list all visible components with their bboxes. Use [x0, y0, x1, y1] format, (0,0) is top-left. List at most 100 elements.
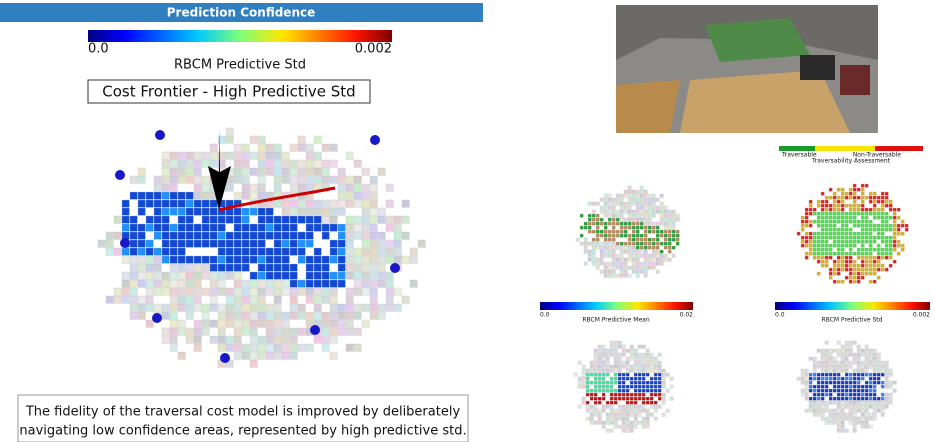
voxel — [593, 412, 598, 417]
voxel — [647, 237, 652, 242]
voxel — [595, 213, 600, 218]
voxel — [649, 380, 654, 385]
voxel — [808, 388, 813, 393]
voxel — [129, 279, 138, 288]
voxel — [645, 396, 650, 401]
voxel — [637, 344, 642, 349]
voxel — [305, 231, 314, 240]
voxel — [651, 237, 656, 242]
voxel — [201, 215, 210, 224]
voxel — [233, 351, 242, 360]
voxel — [161, 159, 170, 168]
voxel — [655, 269, 660, 274]
voxel — [605, 356, 610, 361]
voxel — [856, 195, 861, 200]
voxel — [631, 253, 636, 258]
voxel — [613, 396, 618, 401]
voxel — [615, 261, 620, 266]
voxel — [201, 311, 210, 320]
voxel — [591, 221, 596, 226]
voxel — [313, 295, 322, 304]
voxel — [621, 428, 626, 433]
voxel — [377, 311, 386, 320]
voxel — [657, 392, 662, 397]
voxel — [808, 231, 813, 236]
voxel — [361, 279, 370, 288]
voxel — [361, 207, 370, 216]
voxel — [257, 263, 266, 272]
voxel — [113, 295, 122, 304]
voxel — [820, 408, 825, 413]
voxel — [585, 404, 590, 409]
voxel — [647, 217, 652, 222]
voxel — [824, 195, 829, 200]
voxel — [844, 259, 849, 264]
voxel — [241, 311, 250, 320]
voxel — [209, 215, 218, 224]
voxel — [193, 231, 202, 240]
voxel — [649, 388, 654, 393]
voxel — [611, 261, 616, 266]
voxel — [840, 364, 845, 369]
voxel — [844, 223, 849, 228]
voxel — [257, 143, 266, 152]
voxel — [593, 420, 598, 425]
voxel — [872, 404, 877, 409]
voxel — [617, 408, 622, 413]
voxel — [201, 319, 210, 328]
voxel — [643, 233, 648, 238]
voxel — [852, 416, 857, 421]
voxel — [305, 239, 314, 248]
voxel — [657, 376, 662, 381]
voxel — [625, 412, 630, 417]
voxel — [583, 241, 588, 246]
voxel — [808, 376, 813, 381]
voxel — [625, 392, 630, 397]
voxel — [369, 287, 378, 296]
voxel — [860, 247, 865, 252]
voxel — [657, 372, 662, 377]
voxel — [169, 167, 178, 176]
voxel — [663, 253, 668, 258]
voxel — [647, 241, 652, 246]
voxel — [617, 424, 622, 429]
voxel — [329, 143, 338, 152]
voxel — [217, 239, 226, 248]
voxel — [649, 412, 654, 417]
voxel — [836, 267, 841, 272]
voxel — [593, 356, 598, 361]
mean-max: 0.02 — [680, 312, 694, 319]
voxel — [377, 279, 386, 288]
voxel — [599, 221, 604, 226]
voxel — [635, 245, 640, 250]
voxel — [824, 207, 829, 212]
voxel — [233, 287, 242, 296]
voxel — [868, 416, 873, 421]
voxel — [629, 380, 634, 385]
voxel — [161, 183, 170, 192]
voxel — [804, 372, 809, 377]
voxel — [888, 255, 893, 260]
voxel — [820, 404, 825, 409]
voxel — [225, 151, 234, 160]
voxel — [840, 412, 845, 417]
voxel — [625, 420, 630, 425]
voxel — [643, 257, 648, 262]
voxel — [848, 279, 853, 284]
voxel — [273, 175, 282, 184]
voxel — [888, 400, 893, 405]
voxel — [844, 219, 849, 224]
voxel — [273, 167, 282, 176]
voxel — [401, 231, 410, 240]
voxel — [824, 348, 829, 353]
voxel — [852, 199, 857, 204]
voxel — [671, 245, 676, 250]
voxel — [241, 215, 250, 224]
voxel — [137, 239, 146, 248]
voxel — [651, 257, 656, 262]
voxel — [860, 396, 865, 401]
voxel — [193, 287, 202, 296]
voxel — [816, 396, 821, 401]
voxel — [257, 231, 266, 240]
voxel — [848, 263, 853, 268]
